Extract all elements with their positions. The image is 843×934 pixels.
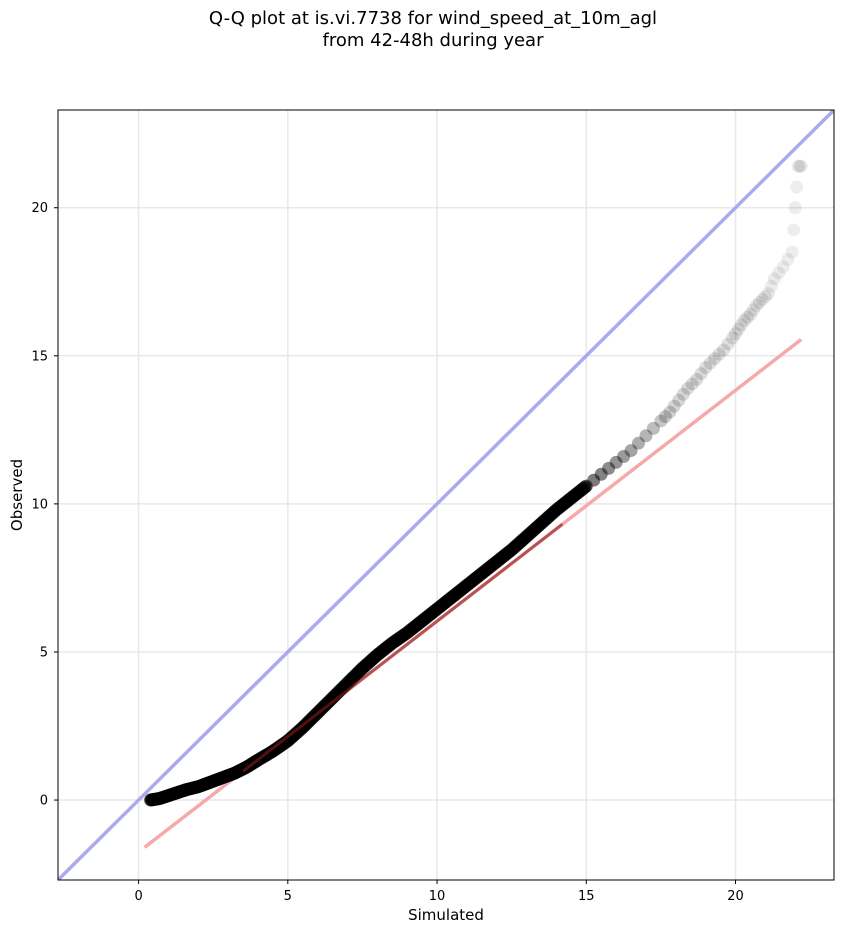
data-point <box>729 327 743 341</box>
data-point <box>740 310 754 324</box>
data-point <box>791 159 805 173</box>
data-point <box>694 367 708 381</box>
data-point <box>667 399 681 413</box>
grid <box>58 110 834 880</box>
y-axis-label: Observed <box>8 459 26 531</box>
chart-title: Q-Q plot at is.vi.7738 for wind_speed_at… <box>0 8 843 52</box>
data-point <box>639 429 653 443</box>
data-point <box>712 347 726 361</box>
data-point <box>632 436 646 450</box>
data-point <box>672 393 686 407</box>
data-point <box>717 343 731 357</box>
data-point <box>776 260 790 274</box>
data-point <box>746 303 760 317</box>
data-point <box>676 387 690 401</box>
data-point <box>734 318 748 332</box>
data-point <box>587 473 601 487</box>
data-point <box>646 421 660 435</box>
reference-lines <box>58 110 834 880</box>
data-point <box>761 287 775 301</box>
data-point <box>781 253 795 267</box>
data-point <box>685 377 699 391</box>
data-point <box>609 455 623 469</box>
data-point <box>690 373 704 386</box>
data-point <box>594 467 608 481</box>
data-point <box>699 361 713 375</box>
y-tick-label: 15 <box>31 349 48 364</box>
x-tick-label: 10 <box>429 889 446 904</box>
y-tick-label: 10 <box>31 497 48 512</box>
chart-title-line-1: Q-Q plot at is.vi.7738 for wind_speed_at… <box>208 8 658 29</box>
data-point <box>788 201 802 215</box>
data-point <box>758 290 772 304</box>
data-point <box>658 410 672 424</box>
data-point <box>602 461 616 475</box>
data-point <box>755 293 769 307</box>
data-point <box>726 331 740 345</box>
x-axis-label: Simulated <box>408 906 484 924</box>
x-tick-label: 0 <box>134 889 142 904</box>
x-tick-label: 15 <box>578 889 595 904</box>
data-point <box>743 307 757 321</box>
data-point <box>721 337 735 351</box>
data-point <box>764 279 778 293</box>
data-point <box>790 180 804 194</box>
data-point <box>617 450 631 463</box>
data-point <box>785 245 799 259</box>
y-tick-label: 0 <box>40 794 48 809</box>
x-tick-label: 20 <box>727 889 744 904</box>
data-point <box>708 352 722 366</box>
axis-ticks: 0 5 10 15 20 0 5 10 15 20 <box>31 201 743 904</box>
data-point <box>654 414 668 428</box>
data-point <box>624 444 638 458</box>
data-point <box>767 272 781 286</box>
data-point <box>772 266 786 280</box>
data-point <box>731 322 745 336</box>
identity-line <box>58 110 834 880</box>
fit-line-dense-overlay <box>242 523 564 773</box>
data-point <box>737 313 751 327</box>
scatter-points <box>144 159 808 807</box>
data-point <box>663 405 677 419</box>
data-point <box>793 159 807 173</box>
data-point <box>752 296 766 309</box>
y-tick-label: 20 <box>31 201 48 216</box>
data-point <box>787 223 801 237</box>
data-point <box>681 381 695 395</box>
chart-title-line-2: from 42-48h during year <box>322 30 544 51</box>
data-point <box>794 159 808 173</box>
plot-frame <box>57 109 835 881</box>
data-point <box>703 356 717 370</box>
data-point <box>749 298 763 312</box>
y-tick-label: 5 <box>40 645 48 660</box>
x-tick-label: 5 <box>284 889 292 904</box>
